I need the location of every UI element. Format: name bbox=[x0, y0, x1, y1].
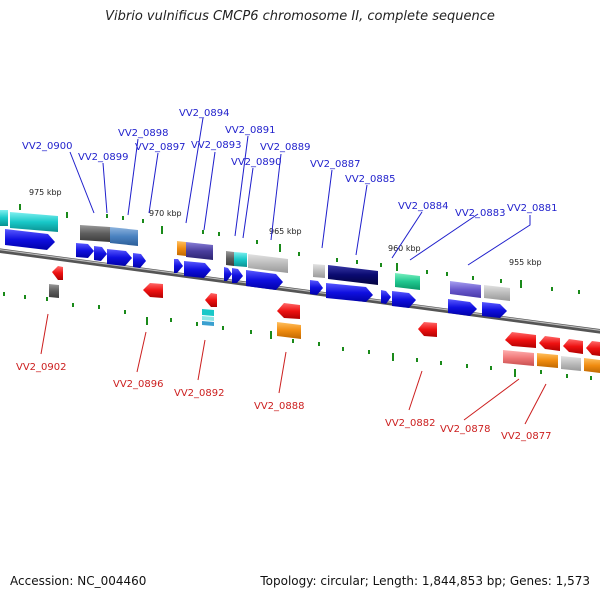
gene-label[interactable]: VV2_0902 bbox=[16, 362, 67, 373]
forward-arrow[interactable] bbox=[174, 259, 183, 273]
upper-leader-lines bbox=[69, 117, 531, 266]
gene-block[interactable] bbox=[395, 273, 420, 290]
forward-arrow[interactable] bbox=[326, 283, 373, 302]
forward-arrow[interactable] bbox=[246, 270, 283, 290]
forward-arrow[interactable] bbox=[310, 280, 323, 295]
gene-label[interactable]: VV2_0892 bbox=[174, 388, 225, 399]
reverse-arrow[interactable] bbox=[143, 283, 163, 298]
gene-label[interactable]: VV2_0889 bbox=[260, 142, 311, 153]
page-title: Vibrio vulnificus CMCP6 chromosome II, c… bbox=[105, 9, 495, 24]
gene-block[interactable] bbox=[49, 284, 59, 298]
forward-arrow[interactable] bbox=[133, 253, 146, 268]
gene-label[interactable]: VV2_0898 bbox=[118, 128, 169, 139]
gene-label[interactable]: VV2_0891 bbox=[225, 125, 276, 136]
gene-block[interactable] bbox=[234, 252, 247, 267]
gene-block[interactable] bbox=[328, 265, 378, 285]
forward-strand-features bbox=[0, 210, 510, 301]
gene-block[interactable] bbox=[503, 350, 534, 366]
accession-text: Accession: NC_004460 bbox=[10, 574, 147, 588]
gene-block[interactable] bbox=[450, 281, 481, 298]
gene-label[interactable]: VV2_0896 bbox=[113, 379, 164, 390]
forward-arrow[interactable] bbox=[381, 290, 391, 304]
gene-label[interactable]: VV2_0877 bbox=[501, 431, 552, 442]
gene-label[interactable]: VV2_0894 bbox=[179, 108, 230, 119]
forward-arrow[interactable] bbox=[184, 261, 211, 278]
gene-block[interactable] bbox=[561, 356, 581, 371]
kbp-label: 975 kbp bbox=[29, 188, 62, 197]
gene-label[interactable]: VV2_0881 bbox=[507, 203, 558, 214]
gene-block[interactable] bbox=[202, 321, 214, 326]
gene-label[interactable]: VV2_0890 bbox=[231, 157, 282, 168]
gene-block[interactable] bbox=[110, 227, 138, 246]
kbp-label: 965 kbp bbox=[269, 227, 302, 236]
kbp-scale: 975 kbp 970 kbp 965 kbp 960 kbp 955 kbp bbox=[29, 188, 542, 267]
forward-arrow[interactable] bbox=[482, 302, 507, 318]
gene-block[interactable] bbox=[186, 242, 213, 260]
forward-arrow[interactable] bbox=[94, 246, 107, 261]
gene-block[interactable] bbox=[10, 212, 58, 232]
forward-arrow[interactable] bbox=[224, 267, 232, 281]
gene-label[interactable]: VV2_0883 bbox=[455, 208, 506, 219]
forward-arrow[interactable] bbox=[232, 268, 243, 283]
gene-label[interactable]: VV2_0882 bbox=[385, 418, 436, 429]
gene-label[interactable]: VV2_0899 bbox=[78, 152, 129, 163]
upper-gene-labels: VV2_0900 VV2_0899 VV2_0898 VV2_0897 VV2_… bbox=[22, 108, 558, 219]
reverse-strand-features bbox=[49, 266, 600, 373]
gene-block[interactable] bbox=[537, 353, 558, 368]
gene-block[interactable] bbox=[0, 210, 8, 226]
upper-tick-row bbox=[19, 204, 580, 294]
gene-label[interactable]: VV2_0878 bbox=[440, 424, 491, 435]
gene-block[interactable] bbox=[313, 264, 325, 278]
gene-block[interactable] bbox=[80, 225, 110, 242]
reverse-arrow[interactable] bbox=[418, 322, 437, 337]
gene-block[interactable] bbox=[584, 358, 600, 373]
gene-block[interactable] bbox=[484, 285, 510, 301]
kbp-label: 960 kbp bbox=[388, 244, 421, 253]
gene-block[interactable] bbox=[202, 316, 214, 321]
forward-arrow[interactable] bbox=[76, 243, 94, 258]
gene-block[interactable] bbox=[226, 251, 234, 266]
gene-label[interactable]: VV2_0893 bbox=[191, 140, 242, 151]
forward-arrow[interactable] bbox=[448, 299, 477, 316]
reverse-arrow[interactable] bbox=[505, 332, 536, 348]
forward-arrow[interactable] bbox=[107, 249, 132, 266]
lower-leader-lines bbox=[40, 313, 547, 425]
forward-strand-arrows bbox=[5, 229, 507, 318]
gene-label[interactable]: VV2_0900 bbox=[22, 141, 73, 152]
reverse-arrow[interactable] bbox=[563, 339, 583, 354]
reverse-arrow[interactable] bbox=[277, 303, 300, 319]
gene-block[interactable] bbox=[248, 254, 288, 273]
gene-block[interactable] bbox=[202, 309, 214, 316]
kbp-label: 955 kbp bbox=[509, 258, 542, 267]
topology-text: Topology: circular; Length: 1,844,853 bp… bbox=[260, 574, 590, 588]
lower-gene-labels: VV2_0902 VV2_0896 VV2_0892 VV2_0888 VV2_… bbox=[16, 362, 552, 442]
gene-label[interactable]: VV2_0885 bbox=[345, 174, 396, 185]
gene-block[interactable] bbox=[177, 241, 186, 256]
forward-arrow[interactable] bbox=[392, 291, 416, 308]
reverse-arrow[interactable] bbox=[205, 293, 217, 307]
chromosome-backbone bbox=[0, 248, 600, 334]
lower-tick-row bbox=[3, 292, 592, 380]
forward-arrow[interactable] bbox=[5, 229, 55, 250]
reverse-arrow[interactable] bbox=[52, 266, 63, 280]
gene-label[interactable]: VV2_0897 bbox=[135, 142, 186, 153]
gene-label[interactable]: VV2_0884 bbox=[398, 201, 449, 212]
gene-label[interactable]: VV2_0888 bbox=[254, 401, 305, 412]
reverse-arrow[interactable] bbox=[586, 341, 600, 356]
gene-label[interactable]: VV2_0887 bbox=[310, 159, 361, 170]
gene-block[interactable] bbox=[277, 322, 301, 339]
kbp-label: 970 kbp bbox=[149, 209, 182, 218]
reverse-arrow[interactable] bbox=[539, 336, 560, 351]
